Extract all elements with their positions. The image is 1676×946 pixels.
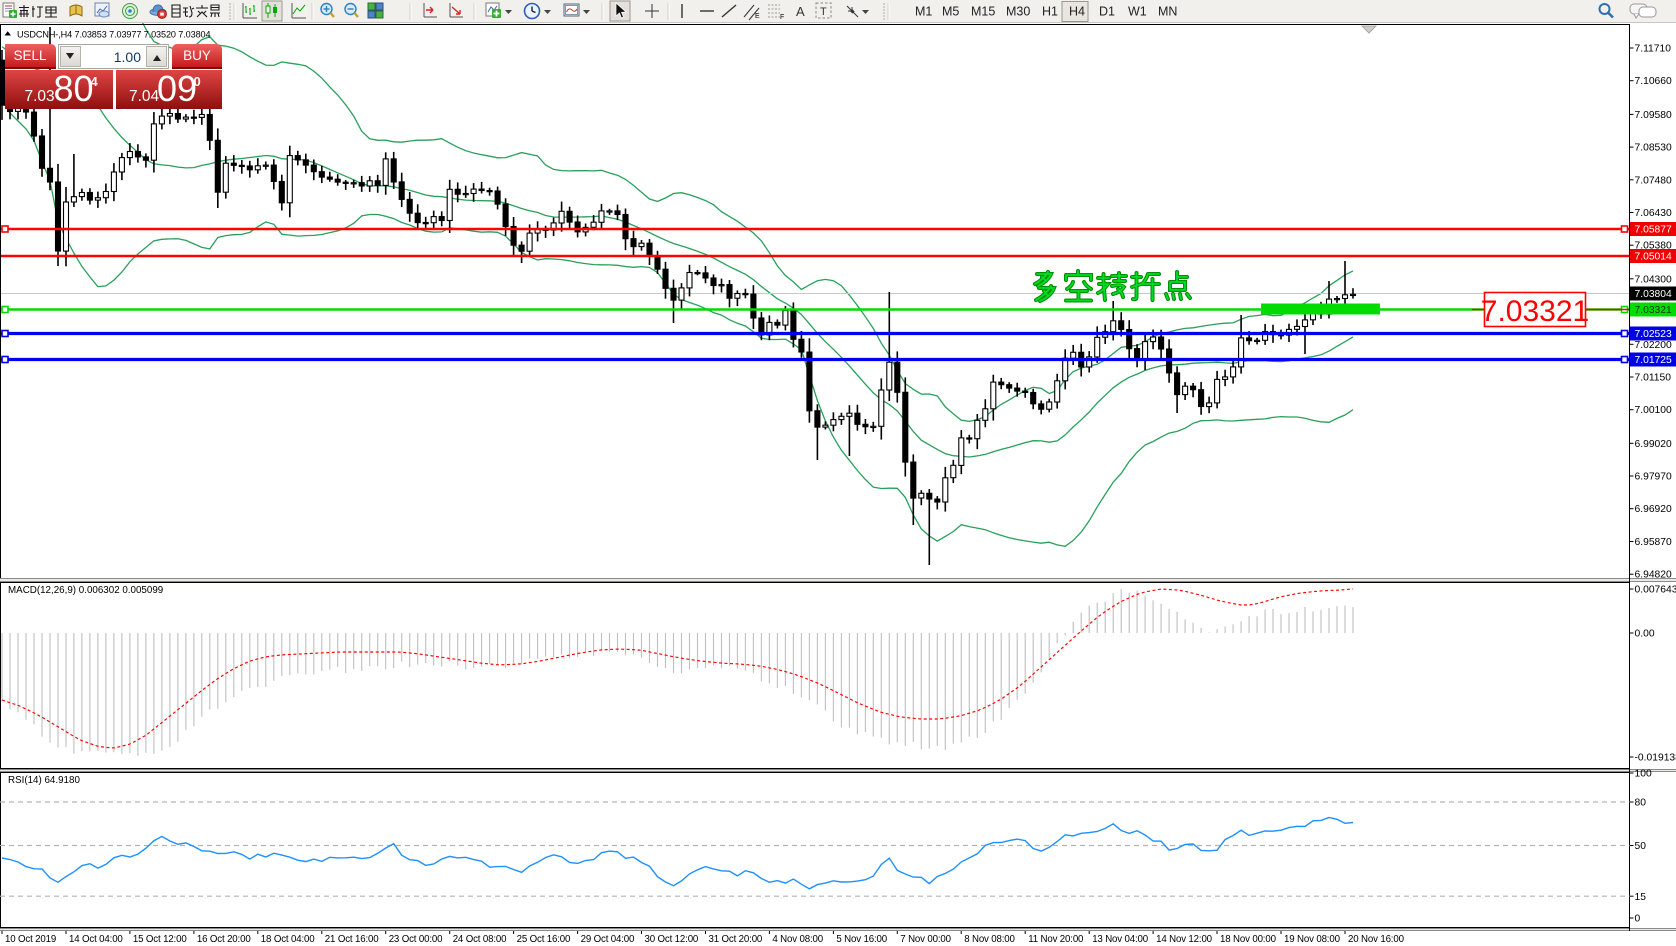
svg-text:7.02200: 7.02200	[1635, 340, 1672, 351]
svg-text:18 Oct 04:00: 18 Oct 04:00	[261, 934, 315, 945]
svg-text:18 Nov 00:00: 18 Nov 00:00	[1220, 934, 1277, 945]
svg-text:W1: W1	[1128, 5, 1147, 19]
svg-text:6.99020: 6.99020	[1635, 439, 1672, 450]
svg-text:7.11710: 7.11710	[1635, 44, 1672, 55]
svg-text:7.03321: 7.03321	[1481, 295, 1589, 328]
svg-text:M15: M15	[971, 5, 995, 19]
svg-text:M5: M5	[942, 5, 959, 19]
svg-text:7.09580: 7.09580	[1635, 110, 1672, 121]
svg-text:7.05014: 7.05014	[1635, 252, 1672, 263]
svg-text:14 Oct 04:00: 14 Oct 04:00	[69, 934, 123, 945]
svg-text:11 Nov 20:00: 11 Nov 20:00	[1028, 934, 1084, 945]
svg-text:13 Nov 04:00: 13 Nov 04:00	[1092, 934, 1149, 945]
svg-text:8 Nov 08:00: 8 Nov 08:00	[964, 934, 1015, 945]
svg-text:M30: M30	[1006, 5, 1030, 19]
svg-text:31 Oct 20:00: 31 Oct 20:00	[709, 934, 763, 945]
svg-text:7.03804: 7.03804	[1635, 289, 1672, 300]
svg-text:50: 50	[1635, 841, 1647, 852]
svg-text:M1: M1	[915, 5, 932, 19]
svg-text:16 Oct 20:00: 16 Oct 20:00	[197, 934, 251, 945]
svg-text:7.08530: 7.08530	[1635, 143, 1672, 154]
svg-text:19 Nov 08:00: 19 Nov 08:00	[1284, 934, 1341, 945]
svg-text:10 Oct 2019: 10 Oct 2019	[5, 934, 56, 945]
svg-text:MN: MN	[1158, 5, 1177, 19]
svg-text:21 Oct 16:00: 21 Oct 16:00	[325, 934, 379, 945]
svg-text:RSI(14) 64.9180: RSI(14) 64.9180	[8, 775, 80, 786]
svg-text:F: F	[780, 14, 784, 21]
svg-text:0: 0	[1635, 914, 1641, 925]
svg-text:6.94820: 6.94820	[1635, 570, 1672, 581]
svg-text:T: T	[820, 6, 827, 18]
svg-text:7.03321: 7.03321	[1635, 305, 1672, 316]
svg-text:6.95870: 6.95870	[1635, 537, 1672, 548]
svg-text:-0.019138: -0.019138	[1635, 753, 1676, 764]
svg-text:23 Oct 00:00: 23 Oct 00:00	[389, 934, 443, 945]
svg-text:20 Nov 16:00: 20 Nov 16:00	[1348, 934, 1405, 945]
svg-text:7.10660: 7.10660	[1635, 76, 1672, 87]
svg-text:7.01725: 7.01725	[1635, 355, 1672, 366]
svg-text:7.04300: 7.04300	[1635, 274, 1672, 285]
svg-text:80: 80	[1635, 798, 1647, 809]
svg-text:0.00: 0.00	[1635, 629, 1655, 640]
svg-text:29 Oct 04:00: 29 Oct 04:00	[581, 934, 635, 945]
svg-text:24 Oct 08:00: 24 Oct 08:00	[453, 934, 507, 945]
svg-text:E: E	[755, 13, 760, 20]
svg-text:6.97970: 6.97970	[1635, 472, 1672, 483]
svg-text:14 Nov 12:00: 14 Nov 12:00	[1156, 934, 1213, 945]
svg-text:7.06430: 7.06430	[1635, 208, 1672, 219]
svg-text:25 Oct 16:00: 25 Oct 16:00	[517, 934, 571, 945]
svg-text:4 Nov 08:00: 4 Nov 08:00	[772, 934, 823, 945]
svg-text:7.01150: 7.01150	[1635, 373, 1672, 384]
svg-text:7 Nov 00:00: 7 Nov 00:00	[900, 934, 951, 945]
svg-text:5 Nov 16:00: 5 Nov 16:00	[836, 934, 887, 945]
svg-text:30 Oct 12:00: 30 Oct 12:00	[645, 934, 699, 945]
svg-text:USDCNH-,H4 7.03853 7.03977 7.: USDCNH-,H4 7.03853 7.03977 7.03520 7.038…	[17, 30, 211, 40]
svg-text:H1: H1	[1042, 5, 1058, 19]
svg-text:D1: D1	[1099, 5, 1115, 19]
svg-text:MACD(12,26,9) 0.006302 0.00509: MACD(12,26,9) 0.006302 0.005099	[8, 585, 163, 596]
svg-text:15: 15	[1635, 892, 1647, 903]
svg-text:7.05877: 7.05877	[1635, 225, 1672, 236]
svg-text:7.02523: 7.02523	[1635, 329, 1672, 340]
svg-text:100: 100	[1635, 769, 1652, 780]
svg-text:A: A	[796, 4, 805, 19]
svg-text:0.007643: 0.007643	[1635, 585, 1676, 596]
svg-text:6.96920: 6.96920	[1635, 504, 1672, 515]
svg-text:7.00100: 7.00100	[1635, 405, 1672, 416]
svg-text:7.07480: 7.07480	[1635, 175, 1672, 186]
svg-text:15 Oct 12:00: 15 Oct 12:00	[133, 934, 187, 945]
svg-text:7.05380: 7.05380	[1635, 241, 1672, 252]
svg-text:H4: H4	[1069, 5, 1085, 19]
